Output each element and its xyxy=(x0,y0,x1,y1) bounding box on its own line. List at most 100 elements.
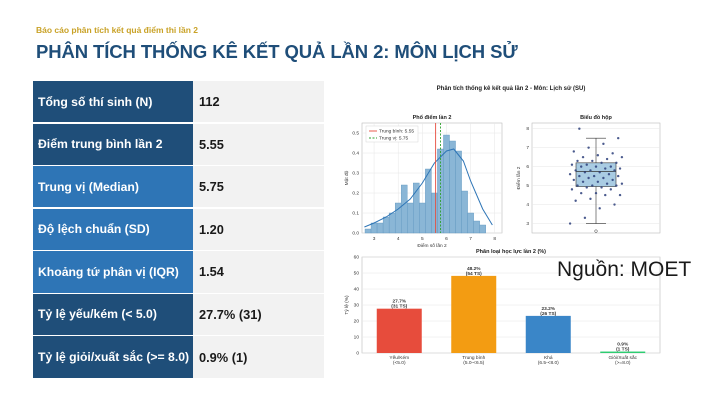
histogram-ytick: 0.1 xyxy=(352,211,359,217)
classification-ytick: 10 xyxy=(354,335,360,341)
box-point xyxy=(568,173,572,176)
report-subtitle: Báo cáo phân tích kết quả điểm thi lần 2 xyxy=(36,25,199,35)
classification-bar xyxy=(525,315,571,353)
histogram-xlabel: Điểm số lần 2 xyxy=(417,242,447,249)
classification-ytick: 0 xyxy=(356,351,359,357)
classification-xtick: Yếu/Kém xyxy=(389,355,409,361)
classification-xtick: (6.5-<8.0) xyxy=(538,360,559,366)
histogram-bar xyxy=(388,212,396,234)
box-point xyxy=(594,191,598,195)
box-point xyxy=(572,178,575,182)
stat-label: Trung vị (Median) xyxy=(33,166,193,208)
density-curve xyxy=(364,148,493,228)
box-outlier xyxy=(594,229,598,233)
histogram-ytick: 0.5 xyxy=(352,131,359,137)
box-point xyxy=(600,186,603,189)
histogram-bar xyxy=(473,220,480,234)
boxplot-ytick: 6 xyxy=(526,164,529,170)
classification-bar xyxy=(451,275,497,353)
histogram-ytick: 0.3 xyxy=(352,171,359,177)
histogram-ylabel: Mật độ xyxy=(344,170,350,185)
box-point xyxy=(609,165,612,168)
box-point xyxy=(604,193,607,197)
box-point xyxy=(611,152,614,155)
stat-value: 1.54 xyxy=(193,251,324,293)
stat-value: 5.75 xyxy=(193,166,324,208)
classification-xtick: (>=8.0) xyxy=(615,360,631,366)
stat-value: 112 xyxy=(193,81,324,123)
box-point xyxy=(594,165,598,168)
stat-row: Tổng số thí sinh (N) 112 xyxy=(33,81,324,123)
box-point xyxy=(568,222,572,225)
histogram-bar xyxy=(376,222,384,234)
classification-ytick: 20 xyxy=(354,319,360,325)
histogram-bar xyxy=(431,192,438,234)
stat-value: 5.55 xyxy=(193,123,324,165)
box-point xyxy=(581,180,585,183)
box-point xyxy=(604,167,607,170)
classification-ylabel: Tỷ lệ (%) xyxy=(343,295,350,315)
stat-label: Độ lệch chuẩn (SD) xyxy=(33,208,193,250)
classification-data-label: (54 TS) xyxy=(466,271,482,277)
box-point xyxy=(585,186,588,189)
histogram-xtick: 6 xyxy=(445,236,448,242)
box-point xyxy=(596,180,600,183)
box-point xyxy=(615,184,618,187)
histogram-xtick: 5 xyxy=(421,236,424,242)
box-point xyxy=(602,176,605,180)
box-point xyxy=(620,182,624,185)
box-point xyxy=(570,188,574,191)
classification-data-label: (26 TS) xyxy=(540,311,556,317)
histogram-bar xyxy=(461,190,468,234)
histogram-ytick: 0.4 xyxy=(352,151,359,157)
stat-value: 27.7% (31) xyxy=(193,293,324,336)
box-point xyxy=(596,154,600,157)
box-point xyxy=(620,155,624,159)
figure-panel: Phân tích thống kê kết quả lần 2 - Môn: … xyxy=(338,83,684,373)
stat-row: Khoảng tứ phân vị (IQR) 1.54 xyxy=(33,251,324,293)
box-point xyxy=(572,150,575,153)
histogram-ytick: 0.2 xyxy=(352,191,359,197)
stat-value: 0.9% (1) xyxy=(193,336,324,378)
box-point xyxy=(574,169,577,172)
box-point xyxy=(587,146,590,149)
box-point xyxy=(618,167,622,170)
histogram-bar xyxy=(443,134,450,234)
histogram-bar xyxy=(364,228,372,234)
source-note: Nguồn: MOET xyxy=(557,258,692,281)
box-point xyxy=(585,163,588,166)
histogram-bar xyxy=(479,224,486,234)
stat-value: 1.20 xyxy=(193,208,324,250)
stat-label: Tổng số thí sinh (N) xyxy=(33,81,193,123)
legend-mean-label: Trung bình: 5.55 xyxy=(379,129,414,135)
figure-title: Phân tích thống kê kết quả lần 2 - Môn: … xyxy=(436,86,586,92)
box-point xyxy=(578,127,581,130)
box-point xyxy=(602,142,605,146)
histogram-bar xyxy=(467,212,474,234)
box-point xyxy=(570,163,574,166)
histogram-bar xyxy=(382,216,390,234)
boxplot-title: Biểu đồ hộp xyxy=(580,114,612,121)
histogram-bar xyxy=(419,202,426,234)
box-point xyxy=(580,165,583,168)
histogram-bar xyxy=(370,222,378,234)
box-point xyxy=(613,203,616,206)
box-point xyxy=(598,207,601,210)
stat-label: Khoảng tứ phân vị (IQR) xyxy=(33,251,193,293)
histogram-ytick: 0.0 xyxy=(352,231,359,237)
stat-row: Độ lệch chuẩn (SD) 1.20 xyxy=(33,208,324,250)
classification-ytick: 40 xyxy=(354,287,360,293)
classification-bar xyxy=(376,308,422,353)
stats-table: Tổng số thí sinh (N) 112 Điểm trung bình l… xyxy=(33,81,324,379)
classification-xtick: (<5.0) xyxy=(393,360,406,366)
classification-xtick: Trung bình xyxy=(462,355,485,361)
histogram-bar xyxy=(407,202,414,234)
stat-row: Điểm trung bình lần 2 5.55 xyxy=(33,123,324,165)
stat-label: Tỷ lệ yếu/kém (< 5.0) xyxy=(33,293,193,336)
box-point xyxy=(618,193,622,197)
boxplot-ylabel: Điểm lần 2 xyxy=(515,166,522,189)
histogram-bar xyxy=(401,184,408,234)
box-point xyxy=(605,182,609,185)
box-point xyxy=(607,173,611,176)
box-point xyxy=(576,184,579,187)
